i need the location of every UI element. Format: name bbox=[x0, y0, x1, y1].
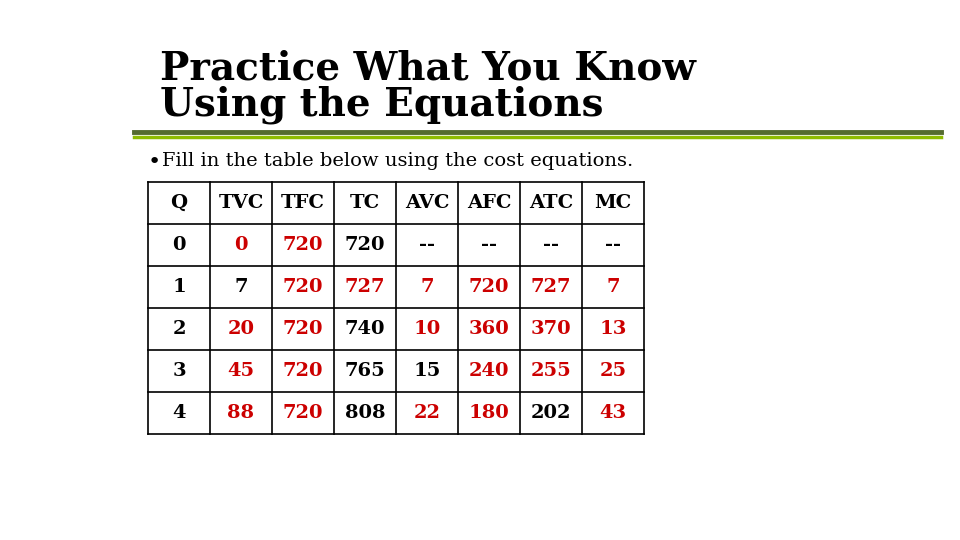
Text: Practice What You Know: Practice What You Know bbox=[160, 50, 696, 88]
Text: 2: 2 bbox=[172, 320, 185, 338]
Text: Using the Equations: Using the Equations bbox=[160, 85, 604, 124]
Text: 727: 727 bbox=[531, 278, 571, 296]
Text: 720: 720 bbox=[283, 236, 324, 254]
Text: 7: 7 bbox=[234, 278, 248, 296]
Text: AFC: AFC bbox=[467, 194, 512, 212]
Text: 4: 4 bbox=[172, 404, 185, 422]
Text: ATC: ATC bbox=[529, 194, 573, 212]
Text: 765: 765 bbox=[345, 362, 385, 380]
Text: 7: 7 bbox=[420, 278, 434, 296]
Text: Fill in the table below using the cost equations.: Fill in the table below using the cost e… bbox=[162, 152, 634, 170]
Text: 0: 0 bbox=[172, 236, 185, 254]
Text: •: • bbox=[148, 152, 161, 172]
Text: TC: TC bbox=[349, 194, 380, 212]
Text: --: -- bbox=[605, 236, 621, 254]
Text: 7: 7 bbox=[607, 278, 620, 296]
Text: MC: MC bbox=[594, 194, 632, 212]
Text: 13: 13 bbox=[599, 320, 627, 338]
Text: --: -- bbox=[481, 236, 497, 254]
Text: Q: Q bbox=[171, 194, 187, 212]
Text: 0: 0 bbox=[234, 236, 248, 254]
Text: 10: 10 bbox=[414, 320, 441, 338]
Text: 1: 1 bbox=[172, 278, 186, 296]
Text: 370: 370 bbox=[531, 320, 571, 338]
Text: 240: 240 bbox=[468, 362, 509, 380]
Text: 22: 22 bbox=[414, 404, 441, 422]
Text: 88: 88 bbox=[228, 404, 254, 422]
Text: TVC: TVC bbox=[218, 194, 264, 212]
Text: 720: 720 bbox=[283, 278, 324, 296]
Text: 20: 20 bbox=[228, 320, 254, 338]
Text: --: -- bbox=[419, 236, 435, 254]
Text: 720: 720 bbox=[283, 404, 324, 422]
Text: TFC: TFC bbox=[281, 194, 325, 212]
Text: 720: 720 bbox=[345, 236, 385, 254]
Text: 202: 202 bbox=[531, 404, 571, 422]
Text: 3: 3 bbox=[172, 362, 186, 380]
Text: 45: 45 bbox=[228, 362, 254, 380]
Text: AVC: AVC bbox=[405, 194, 449, 212]
Text: 15: 15 bbox=[414, 362, 441, 380]
Text: 255: 255 bbox=[531, 362, 571, 380]
Text: 808: 808 bbox=[345, 404, 385, 422]
Text: 25: 25 bbox=[599, 362, 627, 380]
Text: 727: 727 bbox=[345, 278, 385, 296]
Text: 720: 720 bbox=[283, 362, 324, 380]
Text: 720: 720 bbox=[468, 278, 509, 296]
Text: 360: 360 bbox=[468, 320, 510, 338]
Text: 740: 740 bbox=[345, 320, 385, 338]
Text: 180: 180 bbox=[468, 404, 510, 422]
Text: --: -- bbox=[543, 236, 559, 254]
Text: 720: 720 bbox=[283, 320, 324, 338]
Text: 43: 43 bbox=[599, 404, 627, 422]
